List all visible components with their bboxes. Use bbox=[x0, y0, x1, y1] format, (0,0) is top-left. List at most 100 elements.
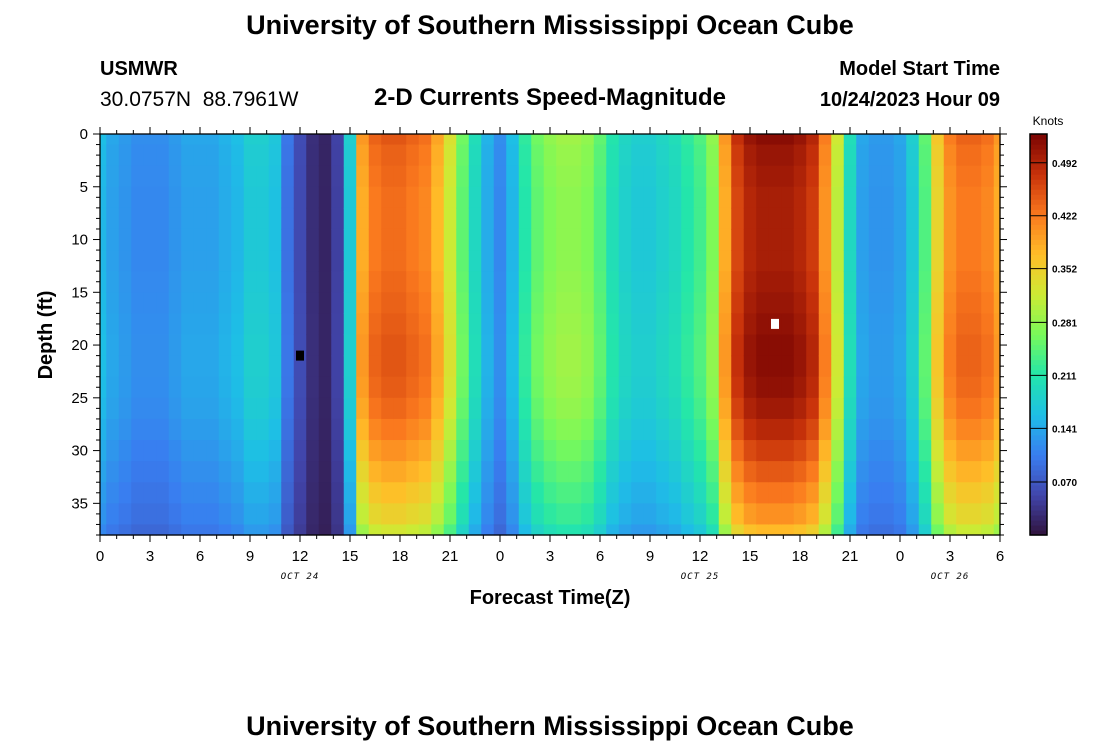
heatmap-cell bbox=[743, 144, 757, 167]
heatmap-cell bbox=[218, 355, 232, 378]
heatmap-cell bbox=[268, 134, 282, 146]
heatmap-cell bbox=[943, 228, 957, 251]
heatmap-cell bbox=[506, 134, 520, 146]
heatmap-cell bbox=[956, 418, 970, 441]
heatmap-cell bbox=[518, 397, 532, 420]
heatmap-cell bbox=[481, 376, 495, 399]
heatmap-cell bbox=[893, 165, 907, 188]
heatmap-cell bbox=[943, 376, 957, 399]
heatmap-cell bbox=[356, 250, 370, 272]
heatmap-cell bbox=[856, 397, 870, 420]
heatmap-cell bbox=[556, 271, 570, 293]
heatmap-cell bbox=[481, 186, 495, 209]
heatmap-cell bbox=[893, 186, 907, 209]
heatmap-cell bbox=[581, 292, 595, 314]
heatmap-cell bbox=[693, 250, 707, 272]
heatmap-cell bbox=[456, 376, 470, 399]
heatmap-cell bbox=[943, 271, 957, 293]
heatmap-cell bbox=[918, 418, 932, 441]
heatmap-cell bbox=[968, 207, 982, 230]
heatmap-cell bbox=[706, 228, 720, 251]
heatmap-cell bbox=[243, 292, 257, 314]
heatmap-cell bbox=[106, 482, 120, 504]
heatmap-cell bbox=[481, 482, 495, 504]
heatmap-cell bbox=[431, 503, 445, 526]
heatmap-cell bbox=[768, 334, 782, 357]
heatmap-cell bbox=[531, 461, 545, 483]
heatmap-cell bbox=[368, 228, 382, 251]
heatmap-cell bbox=[881, 355, 895, 378]
heatmap-cell bbox=[781, 313, 795, 336]
heatmap-cell bbox=[293, 461, 307, 483]
heatmap-cell bbox=[743, 334, 757, 357]
heatmap-cell bbox=[918, 186, 932, 209]
heatmap-cell bbox=[606, 292, 620, 314]
heatmap-cell bbox=[393, 292, 407, 314]
heatmap-cell bbox=[993, 503, 1001, 526]
heatmap-cell bbox=[193, 134, 207, 146]
heatmap-cell bbox=[768, 271, 782, 293]
heatmap-cell bbox=[481, 334, 495, 357]
heatmap-cell bbox=[931, 186, 945, 209]
heatmap-cell bbox=[100, 186, 107, 209]
heatmap-cell bbox=[856, 292, 870, 314]
colorbar-segment bbox=[1030, 494, 1047, 501]
heatmap-cell bbox=[306, 397, 320, 420]
heatmap-cell bbox=[581, 228, 595, 251]
heatmap-cell bbox=[206, 440, 220, 462]
heatmap-cell bbox=[281, 134, 295, 146]
heatmap-cell bbox=[856, 461, 870, 483]
heatmap-cell bbox=[131, 397, 145, 420]
heatmap-cell bbox=[100, 482, 107, 504]
heatmap-cell bbox=[818, 144, 832, 167]
heatmap-cell bbox=[831, 207, 845, 230]
heatmap-cell bbox=[268, 228, 282, 251]
heatmap-cell bbox=[918, 397, 932, 420]
heatmap-cell bbox=[381, 334, 395, 357]
heatmap-cell bbox=[831, 271, 845, 293]
heatmap-cell bbox=[993, 355, 1001, 378]
heatmap-cell bbox=[181, 482, 195, 504]
heatmap-cell bbox=[831, 313, 845, 336]
heatmap-cell bbox=[156, 524, 170, 536]
heatmap-cell bbox=[806, 418, 820, 441]
heatmap-cell bbox=[693, 397, 707, 420]
colorbar-frame bbox=[1029, 133, 1048, 536]
heatmap-cell bbox=[681, 228, 695, 251]
heatmap-cell bbox=[418, 250, 432, 272]
heatmap-cell bbox=[931, 376, 945, 399]
heatmap-cell bbox=[918, 144, 932, 167]
heatmap-cell bbox=[581, 482, 595, 504]
heatmap-cell bbox=[518, 461, 532, 483]
heatmap-cell bbox=[793, 397, 807, 420]
heatmap-cell bbox=[593, 524, 607, 536]
heatmap-cell bbox=[268, 186, 282, 209]
heatmap-cell bbox=[706, 271, 720, 293]
heatmap-cell bbox=[718, 250, 732, 272]
heatmap-cell bbox=[431, 418, 445, 441]
heatmap-cell bbox=[218, 503, 232, 526]
heatmap-cell bbox=[618, 228, 632, 251]
heatmap-cell bbox=[443, 144, 457, 167]
heatmap-cell bbox=[381, 165, 395, 188]
heatmap-cell bbox=[893, 355, 907, 378]
heatmap-cell bbox=[993, 292, 1001, 314]
heatmap-cell bbox=[881, 250, 895, 272]
heatmap-cell bbox=[943, 355, 957, 378]
heatmap-cell bbox=[318, 418, 332, 441]
heatmap-cell bbox=[993, 134, 1001, 146]
heatmap-cell bbox=[468, 503, 482, 526]
heatmap-cell bbox=[731, 418, 745, 441]
heatmap-cell bbox=[206, 207, 220, 230]
heatmap-cell bbox=[456, 144, 470, 167]
heatmap-cell bbox=[143, 461, 157, 483]
heatmap-cell bbox=[893, 228, 907, 251]
heatmap-cell bbox=[968, 440, 982, 462]
heatmap-cell bbox=[668, 292, 682, 314]
heatmap-cell bbox=[906, 165, 920, 188]
heatmap-cell bbox=[393, 482, 407, 504]
heatmap-cell bbox=[343, 461, 357, 483]
heatmap-cell bbox=[143, 292, 157, 314]
heatmap-cell bbox=[856, 228, 870, 251]
